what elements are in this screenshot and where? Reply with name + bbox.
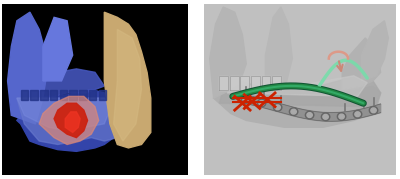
Polygon shape	[99, 90, 106, 100]
Circle shape	[275, 105, 280, 110]
Polygon shape	[219, 76, 228, 90]
Polygon shape	[30, 90, 38, 100]
Polygon shape	[230, 76, 238, 90]
Polygon shape	[79, 90, 87, 100]
Polygon shape	[40, 90, 48, 100]
Circle shape	[323, 114, 328, 119]
Polygon shape	[227, 76, 367, 96]
Polygon shape	[43, 17, 73, 81]
Circle shape	[291, 109, 296, 114]
Circle shape	[307, 113, 312, 117]
Circle shape	[339, 114, 344, 119]
Polygon shape	[204, 4, 396, 175]
Polygon shape	[54, 103, 88, 138]
Polygon shape	[214, 81, 381, 127]
Polygon shape	[2, 4, 188, 175]
Polygon shape	[21, 90, 28, 100]
Polygon shape	[50, 90, 57, 100]
Circle shape	[337, 113, 346, 120]
Polygon shape	[114, 29, 142, 141]
Circle shape	[369, 107, 378, 114]
Circle shape	[321, 113, 330, 121]
Polygon shape	[65, 112, 80, 132]
Polygon shape	[342, 38, 381, 90]
Circle shape	[243, 97, 248, 102]
Polygon shape	[104, 12, 151, 148]
Polygon shape	[39, 96, 99, 144]
Polygon shape	[262, 76, 270, 90]
Polygon shape	[266, 7, 292, 90]
Polygon shape	[17, 98, 110, 131]
Polygon shape	[219, 76, 381, 107]
Polygon shape	[17, 98, 123, 144]
Polygon shape	[240, 76, 249, 90]
Circle shape	[305, 111, 314, 119]
Polygon shape	[251, 76, 260, 90]
Polygon shape	[210, 7, 246, 98]
Circle shape	[355, 112, 360, 117]
Circle shape	[274, 103, 282, 111]
Polygon shape	[70, 90, 77, 100]
Polygon shape	[8, 12, 48, 124]
Polygon shape	[89, 90, 96, 100]
Circle shape	[258, 99, 266, 107]
Polygon shape	[60, 90, 67, 100]
Circle shape	[259, 101, 264, 105]
Polygon shape	[362, 21, 388, 81]
Polygon shape	[11, 69, 104, 98]
Circle shape	[242, 96, 250, 103]
Polygon shape	[17, 90, 123, 151]
Circle shape	[371, 108, 376, 113]
Polygon shape	[272, 76, 281, 90]
Circle shape	[289, 108, 298, 115]
Circle shape	[353, 110, 362, 118]
Polygon shape	[238, 94, 381, 121]
